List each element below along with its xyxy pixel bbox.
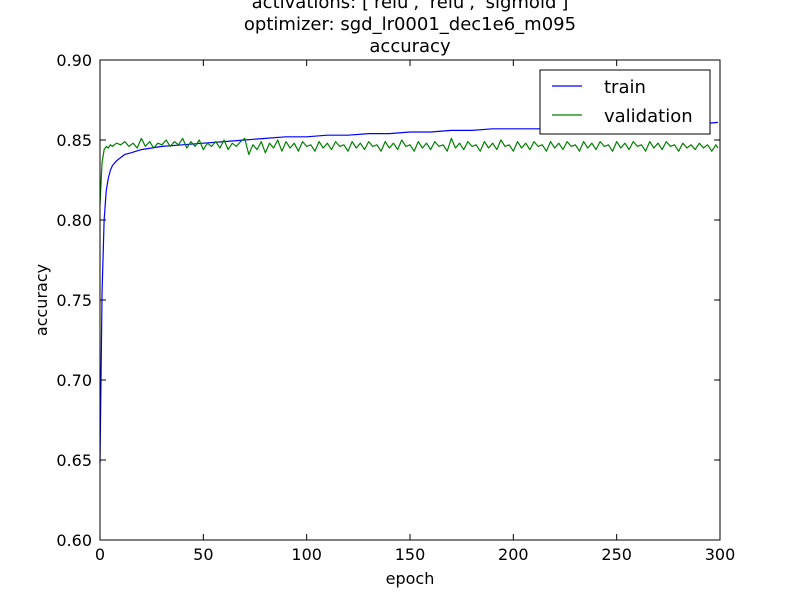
legend: train validation xyxy=(539,69,711,135)
y-tick-label: 0.65 xyxy=(56,451,92,470)
chart-title-line-3: accuracy xyxy=(369,36,451,57)
y-axis-label: accuracy xyxy=(32,264,51,336)
legend-box xyxy=(539,69,711,135)
legend-label-validation: validation xyxy=(604,106,693,127)
x-tick-label: 300 xyxy=(705,545,736,564)
x-tick-label: 100 xyxy=(291,545,322,564)
y-tick-label: 0.60 xyxy=(56,531,92,550)
y-tick-label: 0.75 xyxy=(56,291,92,310)
y-tick-label: 0.70 xyxy=(56,371,92,390)
chart-title: activations: ['relu', 'relu', 'sigmoid']… xyxy=(244,0,576,57)
x-tick-label: 200 xyxy=(498,545,529,564)
y-ticks: 0.60 0.65 0.70 0.75 0.80 0.85 0.90 xyxy=(56,51,720,550)
series-line-validation xyxy=(99,137,719,205)
x-tick-label: 0 xyxy=(95,545,105,564)
x-tick-label: 250 xyxy=(601,545,632,564)
chart-title-line-2: optimizer: sgd_lr0001_dec1e6_m095 xyxy=(244,14,576,35)
y-tick-label: 0.85 xyxy=(56,131,92,150)
x-tick-label: 150 xyxy=(395,545,426,564)
legend-label-train: train xyxy=(604,77,646,98)
plot-frame xyxy=(100,60,720,540)
x-axis-label: epoch xyxy=(386,569,435,588)
y-tick-label: 0.90 xyxy=(56,51,92,70)
x-tick-label: 50 xyxy=(193,545,213,564)
chart-title-line-1: activations: ['relu', 'relu', 'sigmoid'] xyxy=(252,0,569,13)
plot-area: 0 50 100 150 200 250 300 0.600.650.700.750.800… xyxy=(56,51,735,564)
x-ticks: 0 50 100 150 200 250 300 xyxy=(95,60,735,564)
y-tick-label: 0.80 xyxy=(56,211,92,230)
